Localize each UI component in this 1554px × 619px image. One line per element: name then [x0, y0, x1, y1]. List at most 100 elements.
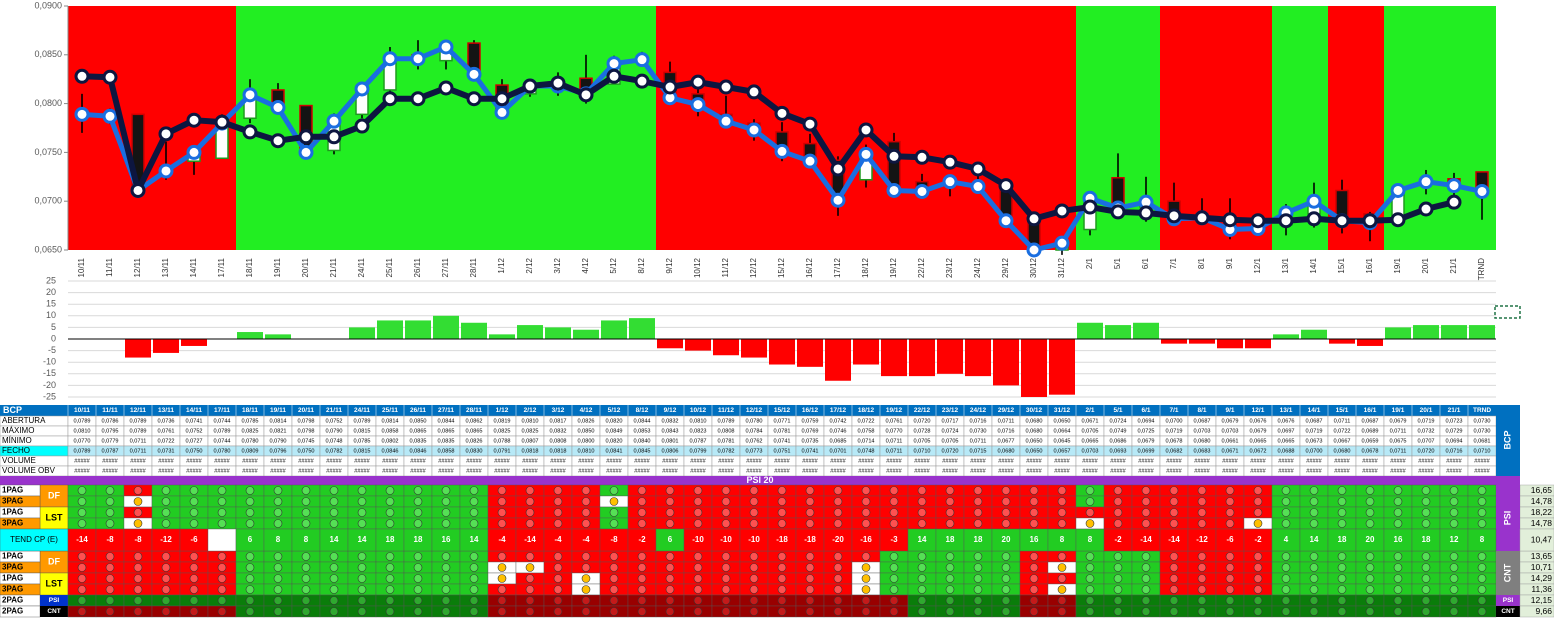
table-cell-text: 0,0818: [521, 448, 538, 454]
signal-dot: [1085, 486, 1095, 495]
signal-dot: [1001, 563, 1011, 572]
trend-band: [1440, 6, 1468, 250]
header-date: 11/12: [718, 407, 734, 414]
signal-dot: [413, 519, 423, 528]
score: 14,78: [1531, 518, 1553, 528]
signal-dot: [581, 519, 591, 528]
bar: [853, 339, 879, 365]
signal-dot: [665, 596, 675, 605]
signal-dot: [1393, 519, 1403, 528]
table-cell-text: #####: [1026, 458, 1042, 464]
table-cell-text: #####: [1474, 468, 1490, 474]
signal-dot: [525, 508, 535, 517]
table-cell-text: 0,0680: [997, 448, 1014, 454]
table-cell-text: 0,0790: [325, 428, 342, 434]
average-line-marker: [1418, 201, 1434, 217]
bar: [797, 339, 823, 367]
signal-dot: [1281, 585, 1291, 594]
row-label: 1PAG: [2, 552, 23, 561]
table-cell-text: #####: [522, 468, 538, 474]
table-cell-text: 0,0752: [185, 428, 202, 434]
signal-dot: [1477, 552, 1487, 561]
header-date: 13/11: [158, 407, 174, 414]
signal-dot: [1085, 508, 1095, 517]
close-line-marker: [802, 153, 818, 169]
table-cell-text: #####: [1418, 458, 1434, 464]
table-cell-text: 0,0832: [661, 418, 678, 424]
signal-dot: [637, 596, 647, 605]
average-line-marker: [1082, 199, 1098, 215]
table-cell-text: #####: [438, 458, 454, 464]
signal-dot: [525, 519, 535, 528]
close-line-marker: [886, 182, 902, 198]
header-date: 21/11: [326, 407, 342, 414]
table-cell-text: 0,0825: [521, 428, 538, 434]
signal-dot: [889, 596, 899, 605]
signal-dot: [889, 607, 899, 616]
signal-dot: [497, 519, 507, 528]
signal-dot: [189, 486, 199, 495]
signal-dot: [1169, 563, 1179, 572]
signal-dot: [945, 519, 955, 528]
signal-dot: [441, 497, 451, 506]
signal-dot: [1225, 508, 1235, 517]
table-cell-text: 0,0722: [157, 438, 174, 444]
row-label: 3PAG: [2, 563, 23, 572]
signal-dot: [1393, 508, 1403, 517]
header-date: 10/11: [74, 407, 90, 414]
signal-dot: [441, 486, 451, 495]
signal-dot: [609, 497, 619, 506]
average-line-marker: [522, 78, 538, 94]
table-cell-text: 0,0817: [549, 418, 566, 424]
signal-dot: [833, 607, 843, 616]
table-cell-text: #####: [242, 458, 258, 464]
table-cell-text: 0,0853: [633, 428, 650, 434]
signal-dot: [1225, 519, 1235, 528]
signal-dot: [917, 508, 927, 517]
table-cell-text: #####: [746, 468, 762, 474]
cell-selection[interactable]: [1494, 305, 1521, 319]
table-cell-text: 0,0823: [689, 428, 706, 434]
signal-dot: [973, 552, 983, 561]
table-cell-text: 0,0858: [381, 428, 398, 434]
x-tick-label: 26/11: [413, 257, 422, 277]
signal-dot: [301, 607, 311, 616]
tag: PSI: [49, 597, 60, 604]
signal-dot: [357, 486, 367, 495]
table-cell-text: #####: [438, 468, 454, 474]
score: 16,65: [1531, 485, 1553, 495]
signal-dot: [273, 486, 283, 495]
table-cell-text: #####: [970, 468, 986, 474]
signal-dot: [749, 497, 759, 506]
signal-dot: [469, 585, 479, 594]
signal-dot: [693, 585, 703, 594]
signal-dot: [805, 508, 815, 517]
signal-dot: [1449, 486, 1459, 495]
bar: [517, 325, 543, 339]
signal-dot: [805, 563, 815, 572]
table-cell-text: 0,0705: [941, 438, 958, 444]
close-line-marker: [1054, 235, 1070, 251]
tag: CNT: [47, 608, 60, 615]
trend-value: -2: [1254, 535, 1262, 544]
average-line-marker: [158, 126, 174, 142]
table-cell-text: #####: [1166, 458, 1182, 464]
table-cell-text: #####: [718, 458, 734, 464]
table-cell-text: #####: [802, 458, 818, 464]
signal-dot: [1085, 497, 1095, 506]
signal-dot: [609, 574, 619, 583]
signal-dot: [1477, 585, 1487, 594]
table-cell-text: 0,0711: [886, 448, 903, 454]
table-cell-text: 0,0736: [157, 418, 174, 424]
trend-value: -14: [76, 535, 88, 544]
signal-dot: [553, 519, 563, 528]
signal-dot: [77, 497, 87, 506]
table-cell-text: #####: [1082, 458, 1098, 464]
signal-dot: [245, 585, 255, 594]
table-cell-text: #####: [1082, 468, 1098, 474]
signal-dot: [1477, 486, 1487, 495]
signal-dot: [385, 563, 395, 572]
x-tick-label: 11/12: [721, 257, 730, 277]
signal-dot: [441, 508, 451, 517]
table-cell-text: #####: [578, 468, 594, 474]
